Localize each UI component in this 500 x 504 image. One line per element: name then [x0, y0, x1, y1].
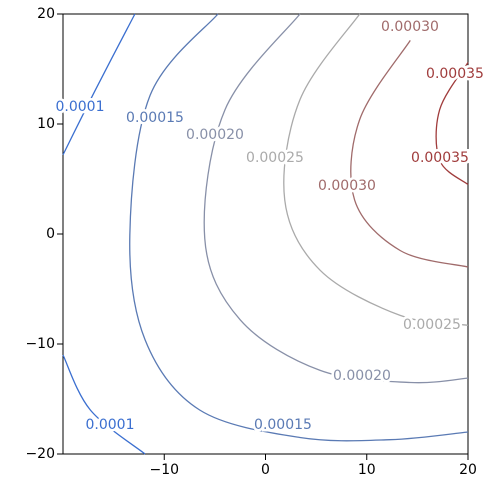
contour-line: [129, 13, 469, 442]
y-tick-label: 0: [46, 226, 55, 242]
y-tick-label: 20: [37, 6, 55, 22]
contour-line: [203, 13, 469, 384]
contour-label: 0.00025: [246, 150, 304, 166]
plot-frame: [62, 13, 469, 455]
contour-line: [62, 354, 146, 455]
contour-label: 0.00035: [426, 66, 484, 82]
contour-label: 0.00030: [381, 19, 439, 35]
contour-label: 0.00030: [318, 178, 376, 194]
contour-line: [283, 13, 469, 326]
contour-label: 0.0001: [86, 417, 135, 433]
y-tick-label: −10: [25, 336, 55, 352]
x-tick-label: −10: [149, 462, 179, 478]
contour-label: 0.00015: [126, 110, 184, 126]
contour-label: 0.00020: [186, 127, 244, 143]
contour-label: 0.00035: [411, 150, 469, 166]
contour-line: [350, 40, 469, 268]
y-tick-label: 10: [37, 116, 55, 132]
contour-label: 0.00020: [333, 368, 391, 384]
contour-label: 0.00025: [403, 317, 461, 333]
contour-line: [435, 62, 469, 186]
contour-label: 0.00015: [254, 417, 312, 433]
x-tick-label: 0: [261, 462, 270, 478]
y-tick-label: −20: [25, 446, 55, 462]
contour-line: [62, 13, 136, 156]
contour-label: 0.0001: [56, 99, 105, 115]
x-tick-label: 20: [459, 462, 477, 478]
x-tick-label: 10: [358, 462, 376, 478]
